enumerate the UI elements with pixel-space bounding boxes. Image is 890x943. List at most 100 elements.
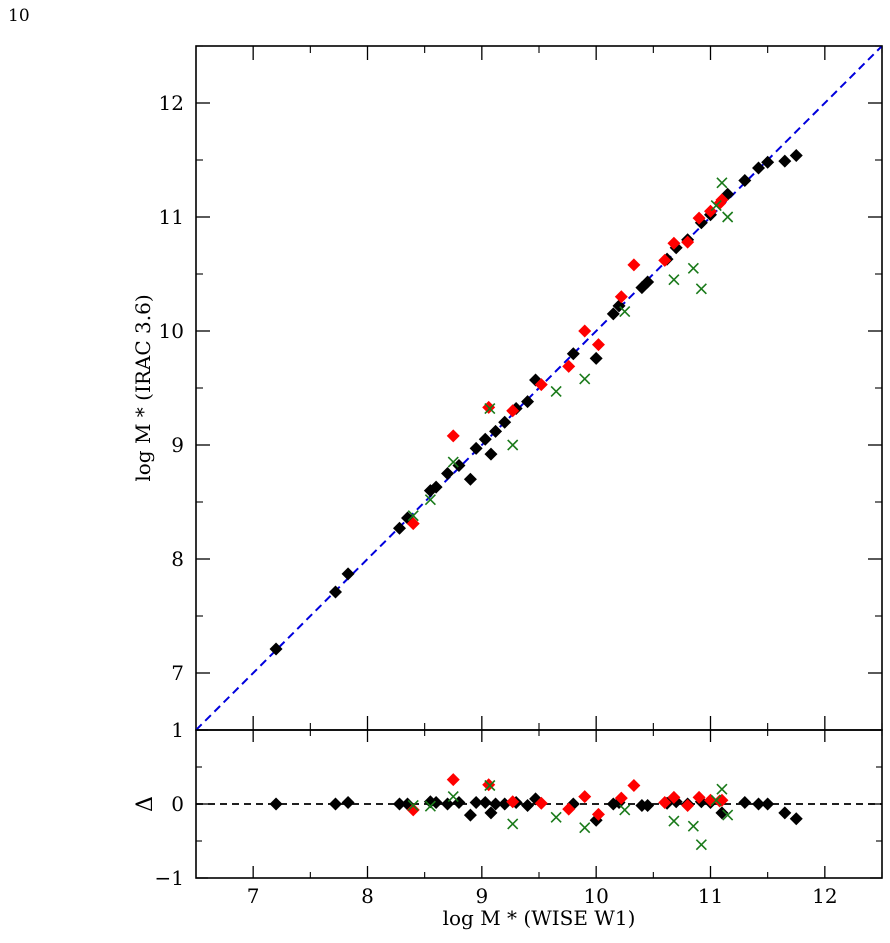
main-cross-point <box>447 456 459 468</box>
residual-diamond-point <box>269 797 283 811</box>
residual-diamond-point <box>641 798 655 812</box>
main-cross-point <box>668 274 680 286</box>
main-diamond-point <box>641 275 655 289</box>
residual-diamond-point <box>591 807 605 821</box>
residual-diamond-point <box>562 802 576 816</box>
residual-cross-point <box>447 791 459 803</box>
main-diamond-point <box>328 585 342 599</box>
residual-diamond-point <box>627 779 641 792</box>
main-diamond-point <box>534 378 548 392</box>
residual-panel: 7 8 9 10 11 12 −1 0 1 Δ log M * (WISE W1) <box>133 718 883 930</box>
main-cross-point <box>550 385 562 397</box>
residual-cross-point <box>550 811 562 823</box>
residual-y-tick-label: −1 <box>155 866 184 890</box>
main-diamond-point <box>562 359 576 373</box>
main-panel: 7 8 9 10 11 12 log M * (IRAC 3.6) <box>131 45 883 731</box>
main-cross-point <box>695 283 707 295</box>
main-diamond-point <box>591 338 605 352</box>
x-tick-label: 7 <box>247 884 260 908</box>
main-y-axis-label: log M * (IRAC 3.6) <box>131 294 155 481</box>
residual-diamond-point <box>484 806 498 820</box>
residual-cross-point <box>484 779 496 792</box>
residual-diamond-point <box>778 806 792 820</box>
main-diamond-point <box>789 148 803 162</box>
main-diamond-point <box>578 324 592 338</box>
main-diamond-point <box>692 211 706 225</box>
main-cross-point <box>722 211 734 223</box>
main-y-tick-label: 10 <box>159 319 184 343</box>
residual-diamond-point <box>446 773 460 787</box>
residual-diamond-point <box>463 808 477 822</box>
main-axis-ticks: 7 8 9 10 11 12 <box>159 45 883 730</box>
main-diamond-point <box>614 290 628 304</box>
residual-data-points <box>269 773 803 851</box>
main-diamond-point <box>738 174 752 188</box>
main-diamond-point <box>521 395 535 409</box>
residual-diamond-point <box>789 812 803 826</box>
main-diamond-point <box>406 517 420 531</box>
residual-cross-point <box>710 794 722 806</box>
residual-cross-point <box>668 815 680 827</box>
residual-diamond-point <box>715 806 729 820</box>
main-cross-point <box>710 200 722 212</box>
x-axis-label: log M * (WISE W1) <box>443 906 636 930</box>
residual-diamond-point <box>393 797 407 811</box>
main-diamond-point <box>441 467 455 480</box>
main-y-tick-label: 12 <box>159 91 184 115</box>
x-tick-label: 8 <box>361 884 374 908</box>
main-diamond-point <box>452 459 466 473</box>
main-diamond-point <box>498 415 512 429</box>
main-diamond-point <box>752 161 766 175</box>
residual-diamond-point <box>406 803 420 817</box>
main-diamond-point <box>446 429 460 443</box>
residual-y-tick-label: 1 <box>171 718 184 742</box>
residual-cross-point <box>407 799 419 812</box>
main-diamond-point <box>778 154 792 168</box>
x-tick-label: 12 <box>812 884 837 908</box>
main-y-tick-label: 11 <box>159 205 184 229</box>
residual-y-axis-label: Δ <box>133 796 158 812</box>
residual-diamond-point <box>478 796 492 810</box>
main-y-tick-label: 8 <box>171 547 184 571</box>
main-diamond-point <box>627 258 641 272</box>
residual-diamond-point <box>328 797 342 811</box>
residual-diamond-point <box>614 791 628 805</box>
main-diamond-point <box>269 642 283 656</box>
main-y-tick-label: 9 <box>171 433 184 457</box>
x-tick-label: 9 <box>475 884 488 908</box>
residual-cross-point <box>507 818 519 830</box>
main-diamond-point <box>506 404 520 418</box>
residual-diamond-point <box>667 790 681 804</box>
main-diamond-point <box>566 347 580 361</box>
main-diamond-point <box>606 307 620 321</box>
residual-cross-point <box>722 809 734 821</box>
x-tick-label: 11 <box>698 884 723 908</box>
residual-diamond-point <box>752 797 766 811</box>
main-data-points <box>269 148 803 656</box>
main-diamond-point <box>681 235 695 249</box>
residual-diamond-point <box>681 798 695 812</box>
residual-cross-point <box>695 839 707 851</box>
main-diamond-point <box>463 472 477 486</box>
residual-cross-point <box>687 820 699 832</box>
residual-diamond-point <box>469 796 483 810</box>
main-diamond-point <box>393 521 407 535</box>
residual-y-tick-label: 0 <box>171 792 184 816</box>
residual-diamond-point <box>521 798 535 812</box>
residual-diamond-point <box>534 796 548 810</box>
main-cross-point <box>716 177 728 189</box>
main-cross-point <box>424 494 436 506</box>
residual-diamond-point <box>761 797 775 811</box>
residual-diamond-point <box>489 797 503 811</box>
main-diamond-point <box>589 351 603 365</box>
main-diamond-point <box>667 236 681 250</box>
residual-diamond-point <box>429 796 443 810</box>
main-diamond-point <box>469 441 483 455</box>
main-diamond-point <box>341 567 355 581</box>
residual-diamond-point <box>658 796 672 810</box>
x-tick-label: 10 <box>583 884 608 908</box>
residual-diamond-point <box>578 790 592 804</box>
main-diamond-point <box>489 424 503 438</box>
residual-diamond-point <box>506 795 520 809</box>
